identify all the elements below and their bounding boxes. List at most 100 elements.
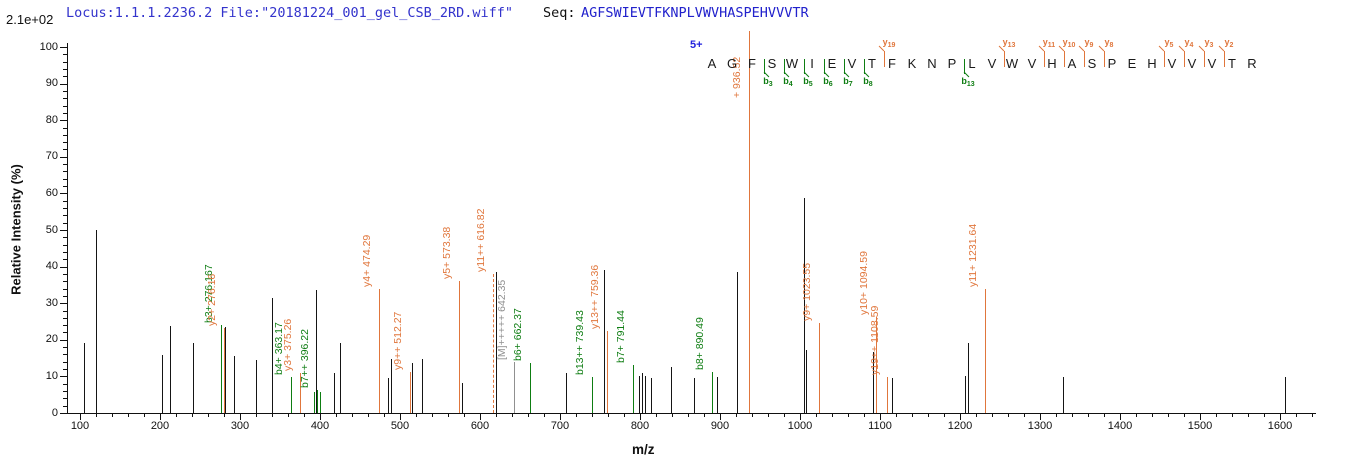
x-minor-tick [736, 413, 737, 417]
x-minor-tick [272, 413, 273, 417]
peak [314, 391, 316, 413]
y-ion-label: y13 [1002, 37, 1016, 49]
y-minor-tick [63, 200, 67, 202]
peak [712, 372, 714, 413]
y-tick [60, 413, 67, 414]
x-minor-tick [1056, 413, 1057, 417]
peak [529, 363, 531, 413]
x-minor-tick [112, 413, 113, 417]
y-ion-label: y5 [1164, 37, 1174, 49]
y-ion-cleavage-mark [884, 51, 885, 67]
residue-letter: V [1187, 56, 1197, 71]
x-minor-tick [1216, 413, 1217, 417]
peak-label: y3+ 375.26 [282, 318, 295, 372]
y-axis [67, 43, 68, 414]
x-tick [640, 413, 641, 420]
x-minor-tick [96, 413, 97, 417]
y-minor-tick [63, 112, 67, 114]
x-tick [800, 413, 801, 420]
peak [671, 366, 673, 413]
x-minor-tick [1312, 413, 1313, 417]
locus-file-text: Locus:1.1.1.2236.2 File:"20181224_001_ge… [66, 5, 514, 21]
residue-letter: N [927, 56, 937, 71]
peak [566, 372, 568, 413]
residue-letter: P [947, 56, 957, 71]
y-ion-label: y3 [1204, 37, 1214, 49]
y-tick [60, 83, 67, 85]
y-minor-tick [63, 142, 67, 144]
x-tick-label: 1600 [1267, 420, 1293, 432]
y-minor-tick [63, 369, 67, 371]
peak [300, 373, 302, 413]
peak [604, 270, 605, 413]
x-tick [1280, 413, 1281, 420]
y-minor-tick [63, 134, 67, 136]
x-minor-tick [416, 413, 417, 417]
peak [272, 298, 273, 413]
y-minor-tick [63, 237, 67, 239]
residue-letter: G [726, 56, 738, 71]
x-minor-tick [1088, 413, 1089, 417]
x-minor-tick [128, 413, 129, 417]
x-minor-tick [672, 413, 673, 417]
residue-letter: L [968, 56, 976, 71]
peak [644, 376, 646, 413]
peak-label: y9++ 512.27 [391, 311, 404, 370]
x-minor-tick [528, 413, 529, 417]
peak [493, 273, 495, 413]
y-ion-label: y11 [1042, 37, 1056, 49]
residue-letter: W [785, 56, 799, 71]
precursor-peak [749, 30, 751, 413]
residue-letter: R [1247, 56, 1257, 71]
peak-label: y4+ 474.29 [361, 234, 374, 287]
x-tick-label: 1000 [787, 420, 813, 432]
x-minor-tick [896, 413, 897, 417]
y-tick [60, 266, 67, 268]
y-tick-label: 90 [45, 77, 58, 90]
y-minor-tick [63, 251, 67, 253]
peak-label: b8+ 890.49 [694, 317, 707, 370]
peak-label: y19++ 1108.59 [868, 305, 881, 375]
x-minor-tick [848, 413, 849, 417]
b-ion-label: b7 [843, 76, 853, 88]
y-tick [60, 339, 67, 341]
peak [818, 322, 820, 413]
y-tick [60, 376, 67, 378]
b-ion-cleavage-mark [964, 59, 965, 74]
y-minor-tick [63, 325, 67, 327]
y-minor-tick [63, 244, 67, 246]
peak [256, 359, 257, 413]
peak-label: y2+ 276.16 [205, 273, 218, 326]
y-ion-label: y4 [1184, 37, 1194, 49]
residue-letter: V [1167, 56, 1177, 71]
peak [642, 372, 643, 413]
x-minor-tick [176, 413, 177, 417]
b-ion-cleavage-mark [804, 59, 805, 74]
x-minor-tick [784, 413, 785, 417]
y-ion-cleavage-mark [1224, 51, 1225, 67]
y-minor-tick [63, 273, 67, 275]
y-tick [60, 230, 67, 231]
y-ion-cleavage-mark [1184, 51, 1185, 67]
residue-letter: S [767, 56, 777, 71]
x-minor-tick [1296, 413, 1297, 417]
peak-label: b13++ 739.43 [573, 309, 586, 375]
residue-letter: P [1107, 56, 1117, 71]
x-minor-tick [1104, 413, 1105, 417]
x-minor-tick [192, 413, 193, 417]
x-minor-tick [624, 413, 625, 417]
residue-letter: T [1228, 56, 1236, 71]
peak [391, 358, 393, 413]
residue-letter: F [888, 56, 896, 71]
y-tick-label: 60 [45, 186, 58, 199]
y-ion-label: y19 [882, 37, 896, 49]
y-minor-tick [63, 215, 67, 217]
peak [607, 330, 609, 413]
y-minor-tick [63, 317, 67, 319]
peak [496, 271, 498, 413]
b-ion-label: b4 [783, 76, 793, 88]
peak [875, 317, 877, 413]
x-minor-tick [576, 413, 577, 417]
y-minor-tick [63, 98, 67, 100]
